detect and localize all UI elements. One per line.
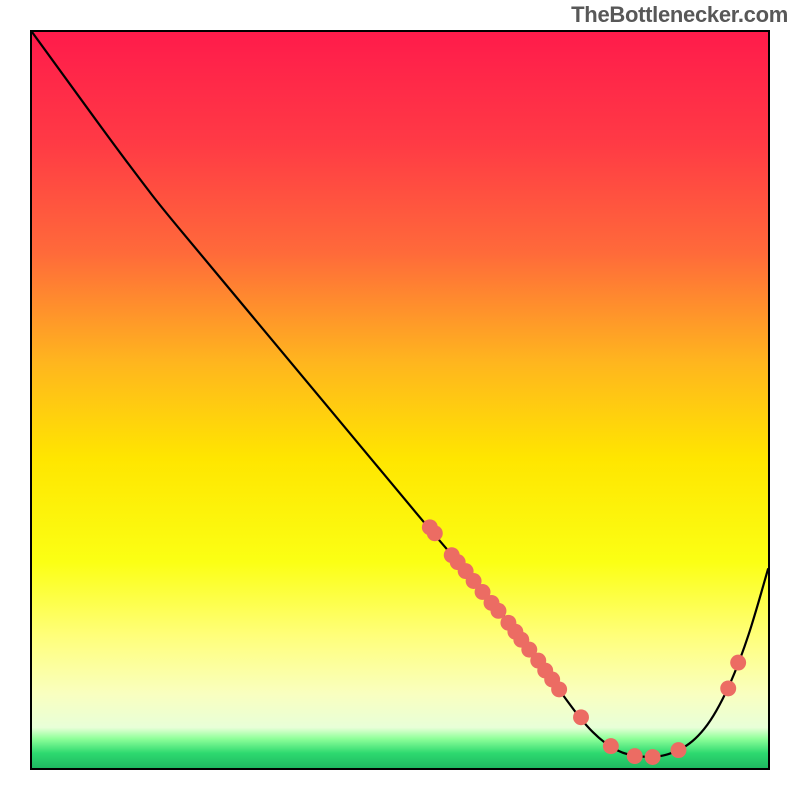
curve-line xyxy=(32,32,768,757)
data-marker xyxy=(645,749,661,765)
plot-svg xyxy=(32,32,768,768)
data-marker xyxy=(627,748,643,764)
chart-container: TheBottlenecker.com xyxy=(0,0,800,800)
data-marker xyxy=(720,680,736,696)
data-marker xyxy=(427,525,443,541)
data-marker xyxy=(551,681,567,697)
attribution-text: TheBottlenecker.com xyxy=(571,2,788,28)
data-marker xyxy=(573,709,589,725)
data-marker xyxy=(603,738,619,754)
plot-frame xyxy=(30,30,770,770)
data-marker xyxy=(671,742,687,758)
data-marker xyxy=(730,655,746,671)
